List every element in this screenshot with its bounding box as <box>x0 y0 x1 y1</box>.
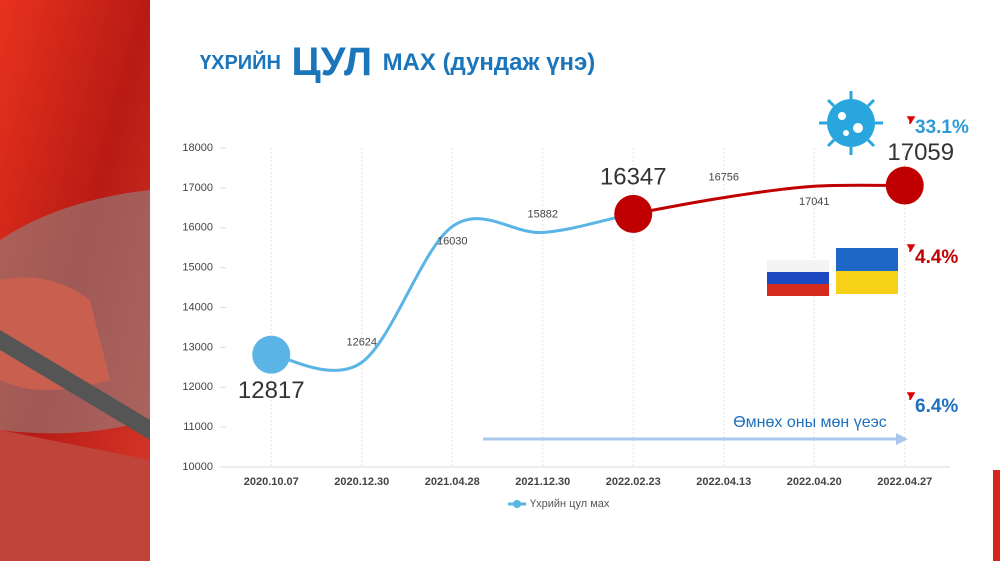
y-tick-label: 10000 <box>182 461 213 473</box>
data-label: 16756 <box>708 172 739 184</box>
y-tick-label: 16000 <box>182 222 213 234</box>
photo <box>0 0 150 561</box>
title-part: МАХ (дундаж үнэ) <box>383 49 596 76</box>
series-line <box>271 212 634 372</box>
y-tick-label: 14000 <box>182 301 213 313</box>
war-change: 4.4% <box>915 247 958 268</box>
up-arrow <box>906 116 916 124</box>
virus-icon <box>819 91 883 155</box>
up-arrow <box>906 392 916 400</box>
legend-label: Үхрийн цул мах <box>530 498 610 510</box>
x-tick-label: 2020.12.30 <box>334 476 389 488</box>
covid-change: 33.1% <box>915 117 969 138</box>
title-part: ЦУЛ <box>291 40 372 84</box>
data-label: 12624 <box>346 336 377 348</box>
data-label: 16030 <box>437 235 468 247</box>
series-line-highlight <box>632 183 905 216</box>
y-tick-label: 11000 <box>183 421 213 433</box>
data-label: 17041 <box>799 196 830 208</box>
ukraine-flag <box>836 248 898 294</box>
yoy-arrow-head <box>896 433 908 445</box>
data-label: 17059 <box>887 139 954 166</box>
x-tick-label: 2021.12.30 <box>515 476 570 488</box>
plot: 10000 11000 12000 13000 14000 15000 16000 17000… <box>182 139 954 510</box>
y-tick-label: 18000 <box>182 142 213 154</box>
y-tick-label: 12000 <box>182 381 213 393</box>
point-marker <box>252 335 291 374</box>
data-label: 16347 <box>600 163 667 190</box>
x-tick-label: 2022.04.20 <box>787 476 842 488</box>
point-marker <box>885 166 924 205</box>
russia-flag <box>767 260 829 296</box>
x-tick-label: 2020.10.07 <box>244 476 299 488</box>
legend-swatch-dot <box>513 500 521 508</box>
data-label: 12817 <box>238 377 305 404</box>
x-tick-label: 2021.04.28 <box>425 476 480 488</box>
data-label: 15882 <box>527 208 558 220</box>
yoy-change: 6.4% <box>915 396 958 417</box>
x-tick-label: 2022.04.27 <box>877 476 932 488</box>
x-tick-label: 2022.04.13 <box>696 476 751 488</box>
x-tick-label: 2022.02.23 <box>606 476 661 488</box>
y-tick-label: 15000 <box>182 262 213 274</box>
y-tick-label: 17000 <box>182 182 213 194</box>
y-tick-label: 13000 <box>182 341 213 353</box>
chart-title: ҮХРИЙН ЦУЛ МАХ (дундаж үнэ) <box>200 40 595 84</box>
point-marker <box>614 194 653 233</box>
up-arrow <box>906 244 916 252</box>
title-part: ҮХРИЙН <box>200 50 281 74</box>
edge-strip <box>993 470 1000 561</box>
yoy-text: Өмнөх оны мөн үеэс <box>733 414 887 431</box>
